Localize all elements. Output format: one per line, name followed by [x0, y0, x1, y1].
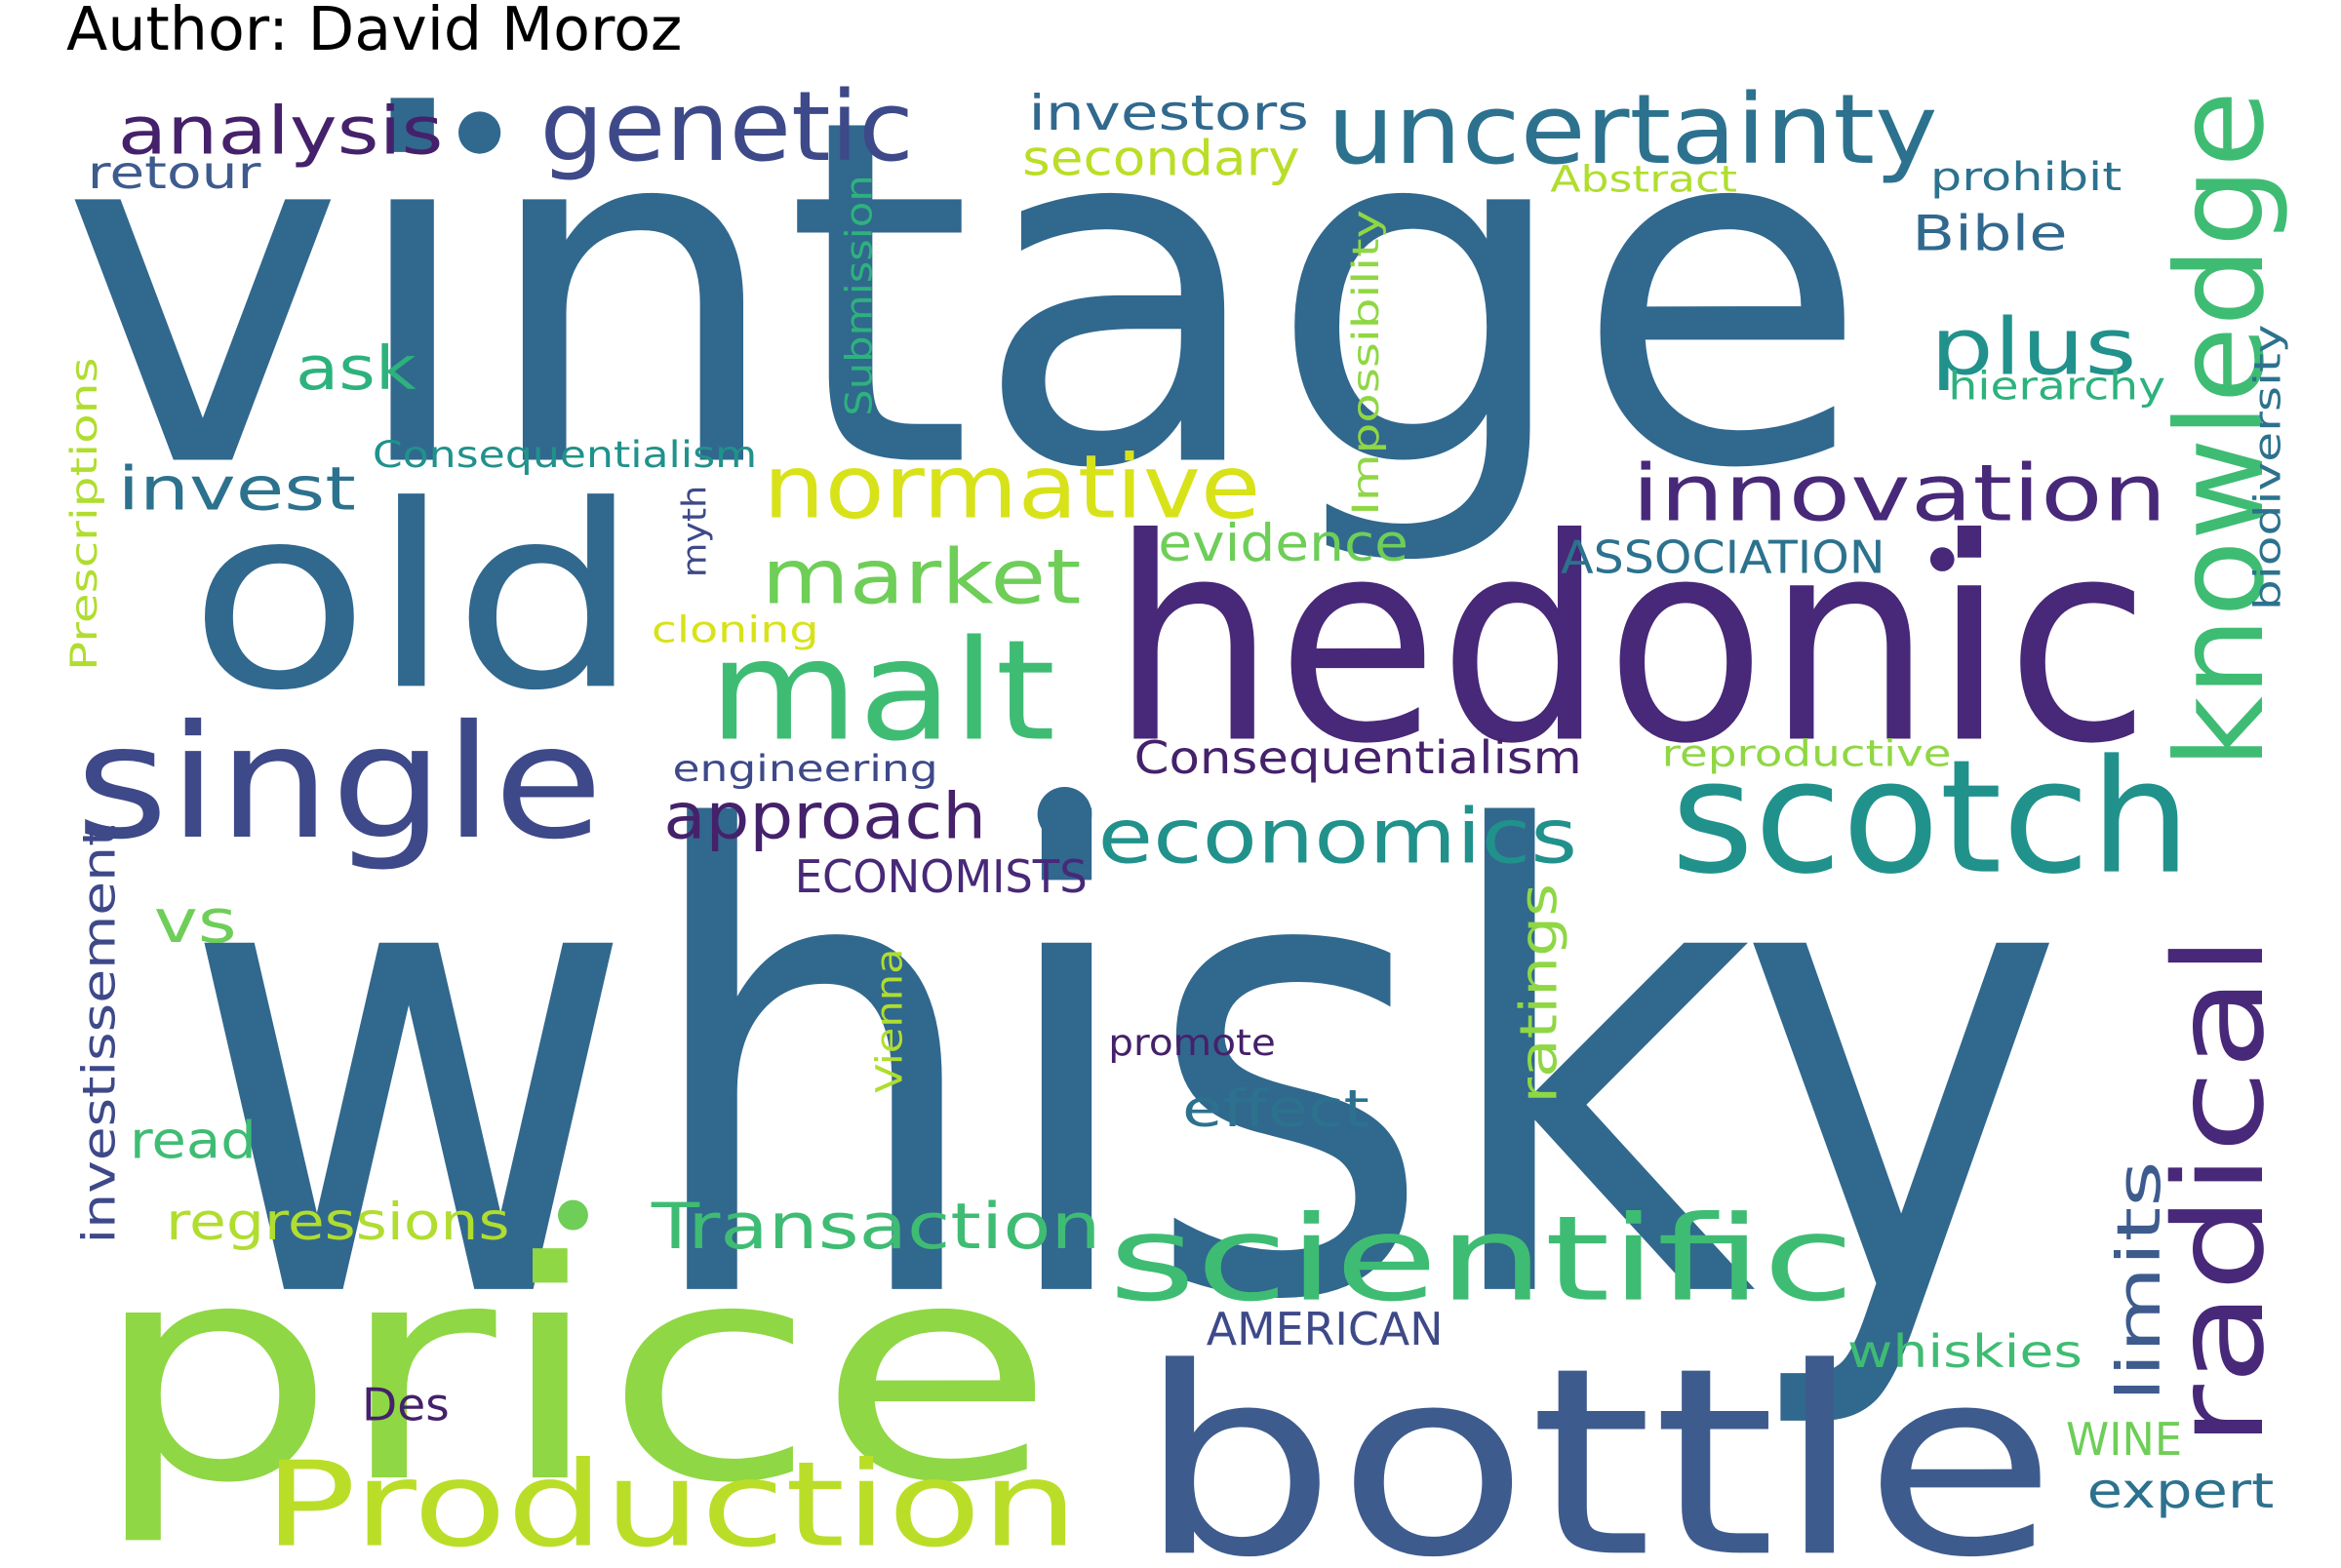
word-invest: invest [118, 454, 356, 525]
cloud-dot-1 [457, 111, 501, 154]
word-prohibit: prohibit [1930, 155, 2122, 200]
word-whiskies: whiskies [1847, 1325, 2083, 1378]
word-price: price [91, 1197, 1055, 1548]
word-market: market [762, 533, 1082, 621]
word-hierarchy: hierarchy [1948, 365, 2165, 410]
word-limits: limits [2104, 1160, 2174, 1401]
word-read: read [130, 1111, 257, 1170]
word-ASSOCIATION: ASSOCIATION [1561, 530, 1885, 583]
word-scientific: scientific [1108, 1192, 1854, 1328]
word-effect: effect [1182, 1079, 1369, 1139]
word-secondary: secondary [1022, 130, 1299, 186]
word-investors: investors [1028, 85, 1309, 141]
word-myth: myth [676, 486, 715, 577]
word-ECONOMISTS: ECONOMISTS [795, 850, 1088, 903]
word-Abstract: Abstract [1550, 158, 1737, 200]
word-uncertainty: uncertainty [1327, 74, 1937, 186]
cloud-dot-4 [558, 1199, 588, 1231]
word-regressions: regressions [166, 1193, 509, 1252]
cloud-dot-3 [1929, 547, 1955, 571]
word-retour: retour [88, 146, 262, 199]
word-approach: approach [663, 781, 986, 854]
word-Consequentialism-small: Consequentialism [373, 434, 757, 476]
word-investissement: investissement [72, 825, 125, 1244]
word-Transaction: Transaction [651, 1191, 1101, 1264]
word-evidence: evidence [1158, 514, 1409, 573]
word-ratings: ratings [1509, 883, 1568, 1104]
word-single: single [75, 691, 603, 874]
word-expert: expert [2087, 1463, 2275, 1519]
word-AMERICAN: AMERICAN [1207, 1303, 1444, 1355]
word-scotch: scotch [1671, 726, 2191, 909]
word-genetic: genetic [539, 71, 913, 183]
word-promote: promote [1108, 1022, 1276, 1064]
word-Impossibility: Impossibility [1345, 210, 1387, 516]
word-innovation: innovation [1632, 447, 2167, 538]
word-Consequentialism-mid: Consequentialism [1134, 731, 1582, 784]
word-economics: economics [1097, 793, 1577, 881]
author-title: Author: David Moroz [66, 0, 683, 65]
word-vintage: vintage [60, 20, 1870, 573]
word-Submission: Submission [839, 175, 881, 415]
cloud-dot-2 [1037, 787, 1092, 842]
word-Prescriptions: Prescriptions [63, 357, 105, 671]
word-biodiversity: biodiversity [2247, 324, 2289, 610]
word-analysis: analysis [118, 94, 444, 171]
word-Des: Des [362, 1378, 450, 1431]
word-bottle: bottle [1137, 1312, 2057, 1567]
word-whisky: whisky [181, 702, 2067, 1439]
word-reproductive: reproductive [1662, 732, 1952, 774]
word-old: old [188, 451, 641, 746]
word-Production: Production [264, 1437, 1079, 1568]
word-engineering: engineering [673, 748, 938, 790]
word-WINE: WINE [2066, 1413, 2182, 1466]
word-Bible: Bible [1912, 206, 2067, 262]
word-ask: ask [296, 333, 417, 404]
word-vs: vs [154, 886, 237, 957]
word-cloning: cloning [652, 609, 819, 651]
word-normative: normative [763, 437, 1260, 538]
word-hedonic: hedonic [1110, 479, 2151, 805]
word-malt: malt [709, 610, 1056, 772]
word-radical: radical [2147, 935, 2291, 1448]
word-knowledge: knowledge [2151, 91, 2291, 769]
word-plus: plus [1930, 300, 2137, 392]
word-Vienna: Vienna [869, 948, 911, 1092]
